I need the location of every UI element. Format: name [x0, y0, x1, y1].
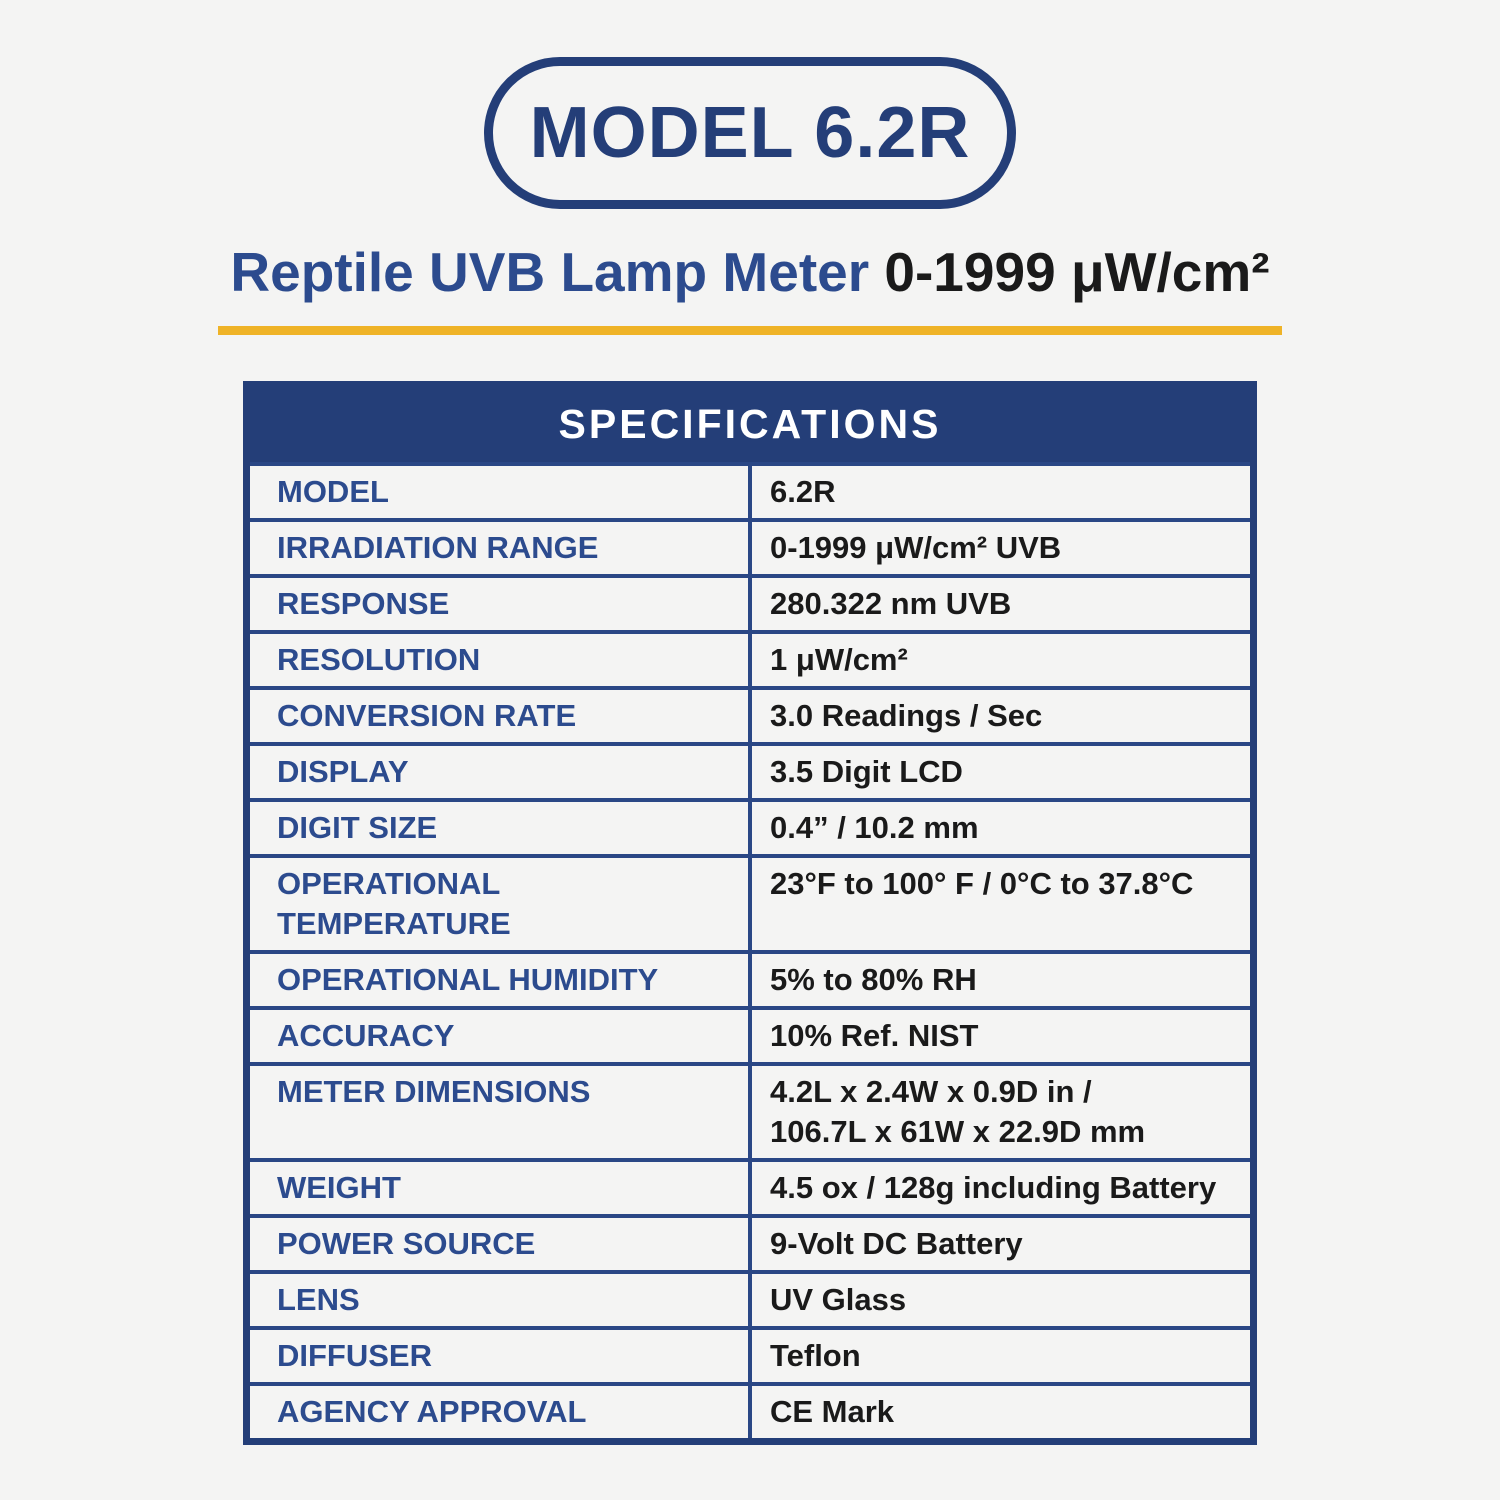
table-row: AGENCY APPROVAL CE Mark	[244, 1382, 1256, 1444]
table-title: SPECIFICATIONS	[246, 384, 1254, 465]
spec-label: WEIGHT	[244, 1158, 752, 1219]
spec-label: ACCURACY	[244, 1006, 752, 1067]
spec-label: OPERATIONAL HUMIDITY	[244, 950, 752, 1011]
product-name: Reptile UVB Lamp Meter	[230, 241, 870, 303]
spec-value: 0.4” / 10.2 mm	[748, 798, 1256, 859]
table-row: MODEL 6.2R	[244, 462, 1256, 523]
spec-value: 3.0 Readings / Sec	[748, 686, 1256, 747]
spec-label: AGENCY APPROVAL	[244, 1382, 752, 1444]
table-row: OPERATIONAL HUMIDITY 5% to 80% RH	[244, 950, 1256, 1011]
table-row: POWER SOURCE 9-Volt DC Battery	[244, 1214, 1256, 1275]
spec-value: 4.2L x 2.4W x 0.9D in / 106.7L x 61W x 2…	[748, 1062, 1256, 1163]
spec-value: 1 μW/cm²	[748, 630, 1256, 691]
spec-label: POWER SOURCE	[244, 1214, 752, 1275]
spec-value: CE Mark	[748, 1382, 1256, 1444]
table-row: DIGIT SIZE 0.4” / 10.2 mm	[244, 798, 1256, 859]
spec-value: Teflon	[748, 1326, 1256, 1387]
table-row: DISPLAY 3.5 Digit LCD	[244, 742, 1256, 803]
product-range: 0-1999 μW/cm²	[884, 241, 1270, 303]
specifications-table-body: MODEL 6.2R IRRADIATION RANGE 0-1999 μW/c…	[244, 462, 1256, 1444]
spec-value: 4.5 ox / 128g including Battery	[748, 1158, 1256, 1219]
spec-value: 6.2R	[748, 462, 1256, 523]
spec-label: OPERATIONAL TEMPERATURE	[244, 854, 752, 955]
spec-label: LENS	[244, 1270, 752, 1331]
table-row: METER DIMENSIONS 4.2L x 2.4W x 0.9D in /…	[244, 1062, 1256, 1163]
accent-divider	[218, 326, 1282, 336]
spec-label: DIFFUSER	[244, 1326, 752, 1387]
table-row: ACCURACY 10% Ref. NIST	[244, 1006, 1256, 1067]
spec-value: 23°F to 100° F / 0°C to 37.8°C	[748, 854, 1256, 955]
model-badge-label: MODEL 6.2R	[529, 93, 971, 173]
table-row: RESOLUTION 1 μW/cm²	[244, 630, 1256, 691]
spec-label: IRRADIATION RANGE	[244, 518, 752, 579]
spec-value: 3.5 Digit LCD	[748, 742, 1256, 803]
table-row: WEIGHT 4.5 ox / 128g including Battery	[244, 1158, 1256, 1219]
spec-value: 280.322 nm UVB	[748, 574, 1256, 635]
specifications-table: SPECIFICATIONS MODEL 6.2R IRRADIATION RA…	[243, 381, 1257, 1446]
product-subtitle: Reptile UVB Lamp Meter 0-1999 μW/cm²	[0, 241, 1500, 304]
table-row: IRRADIATION RANGE 0-1999 μW/cm² UVB	[244, 518, 1256, 579]
spec-label: RESOLUTION	[244, 630, 752, 691]
table-header-row: SPECIFICATIONS	[246, 384, 1254, 465]
spec-value: 9-Volt DC Battery	[748, 1214, 1256, 1275]
spec-label: MODEL	[244, 462, 752, 523]
spec-value: 10% Ref. NIST	[748, 1006, 1256, 1067]
spec-label: DIGIT SIZE	[244, 798, 752, 859]
spec-label: CONVERSION RATE	[244, 686, 752, 747]
table-row: RESPONSE 280.322 nm UVB	[244, 574, 1256, 635]
table-row: LENS UV Glass	[244, 1270, 1256, 1331]
spec-label: DISPLAY	[244, 742, 752, 803]
table-row: OPERATIONAL TEMPERATURE 23°F to 100° F /…	[244, 854, 1256, 955]
spec-value: 0-1999 μW/cm² UVB	[748, 518, 1256, 579]
spec-label: METER DIMENSIONS	[244, 1062, 752, 1163]
spec-value: 5% to 80% RH	[748, 950, 1256, 1011]
model-badge: MODEL 6.2R	[484, 57, 1016, 209]
specifications-table-head: SPECIFICATIONS	[246, 384, 1254, 465]
spec-value: UV Glass	[748, 1270, 1256, 1331]
table-row: CONVERSION RATE 3.0 Readings / Sec	[244, 686, 1256, 747]
table-row: DIFFUSER Teflon	[244, 1326, 1256, 1387]
spec-label: RESPONSE	[244, 574, 752, 635]
